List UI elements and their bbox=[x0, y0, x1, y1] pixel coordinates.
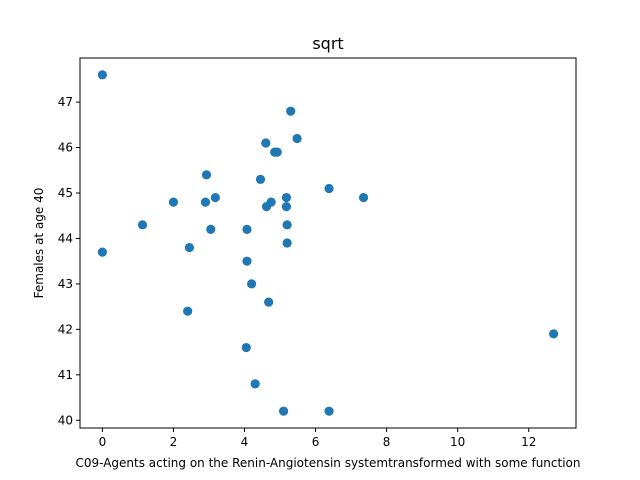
scatter-point bbox=[324, 406, 334, 416]
y-tick-label: 44 bbox=[58, 231, 73, 245]
scatter-point bbox=[292, 133, 302, 144]
y-tick-label: 45 bbox=[58, 186, 73, 200]
scatter-point bbox=[286, 106, 296, 116]
scatter-point bbox=[242, 224, 252, 234]
scatter-point bbox=[241, 342, 251, 353]
x-tick-label: 6 bbox=[312, 435, 320, 449]
scatter-point bbox=[200, 197, 211, 207]
x-tick-label: 0 bbox=[99, 435, 107, 449]
y-tick-label: 40 bbox=[58, 413, 73, 427]
x-tick-label: 8 bbox=[383, 435, 391, 449]
y-tick-label: 41 bbox=[58, 368, 73, 382]
y-tick-label: 43 bbox=[58, 277, 73, 291]
scatter-point bbox=[266, 197, 276, 207]
x-axis-label: C09-Agents acting on the Renin-Angiotens… bbox=[76, 456, 581, 470]
scatter-point bbox=[250, 379, 260, 389]
scatter-point bbox=[282, 220, 292, 230]
scatter-point bbox=[242, 256, 252, 266]
scatter-point bbox=[324, 183, 334, 194]
y-tick-label: 42 bbox=[58, 322, 73, 336]
x-tick-label: 12 bbox=[521, 435, 536, 449]
scatter-point bbox=[358, 192, 369, 203]
scatter-point bbox=[201, 170, 212, 180]
x-tick-label: 4 bbox=[241, 435, 249, 449]
scatter-point bbox=[97, 70, 107, 80]
x-tick-label: 10 bbox=[450, 435, 465, 449]
x-tick-label: 2 bbox=[170, 435, 178, 449]
scatter-point bbox=[264, 297, 274, 307]
y-tick-label: 46 bbox=[58, 141, 73, 155]
scatter-point bbox=[281, 202, 292, 212]
plot-frame bbox=[79, 57, 577, 429]
chart-title: sqrt bbox=[312, 34, 343, 53]
scatter-point bbox=[255, 174, 266, 184]
scatter-point bbox=[261, 138, 271, 148]
scatter-point bbox=[168, 197, 179, 207]
scatter-point bbox=[272, 147, 282, 157]
x-axis-ticks: 0 2 4 6 8 10 12 bbox=[99, 428, 536, 449]
scatter-point bbox=[247, 279, 257, 289]
y-axis-label: Females at age 40 bbox=[32, 188, 46, 299]
scatter-point bbox=[206, 224, 216, 234]
scatter-point bbox=[210, 192, 220, 203]
scatter-point bbox=[549, 329, 559, 339]
scatter-point bbox=[281, 192, 292, 203]
scatter-point bbox=[184, 242, 195, 253]
scatter-point bbox=[278, 406, 289, 416]
scatter-points bbox=[97, 70, 559, 416]
scatter-point bbox=[183, 306, 193, 316]
y-axis-ticks: 40 41 42 43 44 45 46 47 bbox=[58, 95, 80, 427]
scatter-point bbox=[137, 220, 148, 230]
scatter-point bbox=[282, 238, 292, 248]
y-tick-label: 47 bbox=[58, 95, 73, 109]
scatter-point bbox=[97, 247, 107, 257]
